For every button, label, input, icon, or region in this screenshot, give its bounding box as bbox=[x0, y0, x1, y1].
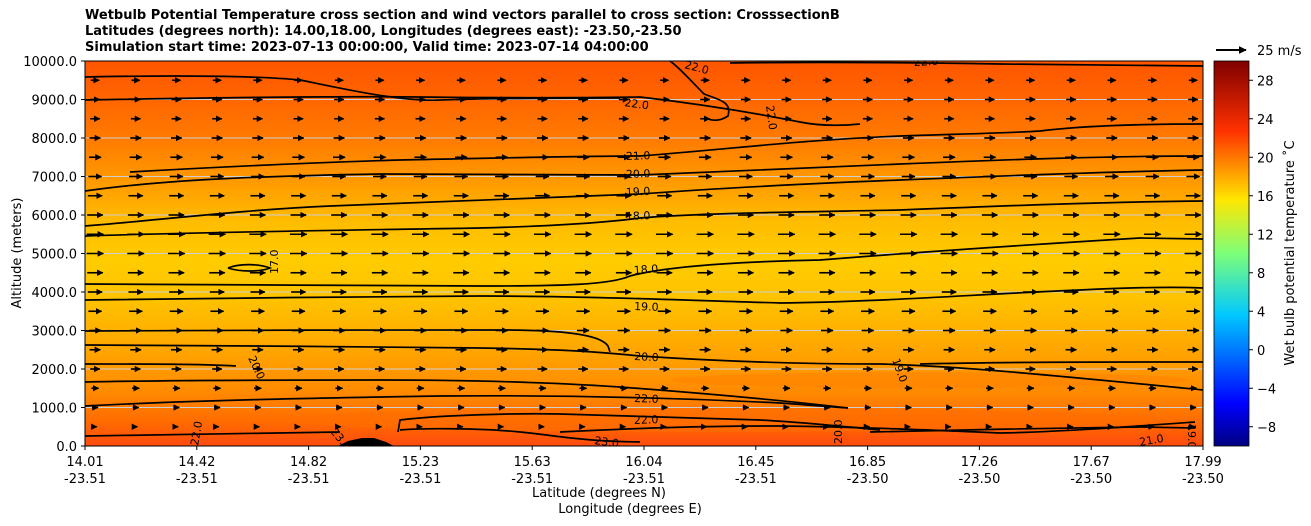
contour-line bbox=[729, 61, 1203, 67]
x-tick-label-lat: 14.82 bbox=[290, 455, 327, 470]
contour-lines bbox=[85, 61, 1203, 443]
contour-line bbox=[559, 421, 1196, 434]
y-axis: 0.0 1000.0 2000.0 3000.0 4000.0 5000.0 6000.0 7… bbox=[23, 55, 85, 455]
x-tick-label-lat: 14.01 bbox=[66, 455, 103, 470]
contour-label: 21.0 bbox=[1138, 432, 1164, 449]
y-tick-label: 9000.0 bbox=[32, 94, 78, 109]
colorbar bbox=[1213, 60, 1250, 447]
x-tick-label-lon: -23.50 bbox=[958, 472, 1000, 487]
x-tick-label-lon: -23.51 bbox=[64, 472, 106, 487]
chart-title-line-2: Latitudes (degrees north): 14.00,18.00, … bbox=[85, 24, 682, 39]
x-tick-label-lat: 15.63 bbox=[514, 455, 551, 470]
contour-line bbox=[85, 431, 341, 437]
x-axis-title-latitude: Latitude (degrees N) bbox=[532, 486, 666, 501]
y-tick-label: 6000.0 bbox=[32, 209, 78, 224]
x-tick-label-lat: 16.85 bbox=[849, 455, 886, 470]
contour-label: 20.0 bbox=[832, 420, 845, 445]
x-tick-label-lat: 16.04 bbox=[625, 455, 662, 470]
wind-vectors bbox=[86, 77, 1203, 430]
chart-title-line-3: Simulation start time: 2023-07-13 00:00:… bbox=[85, 40, 649, 55]
colorbar-tick-label: 0 bbox=[1257, 344, 1265, 359]
colorbar-tick-label: 8 bbox=[1257, 267, 1265, 282]
contour-label: 21.0 bbox=[626, 149, 651, 163]
contour-line bbox=[85, 155, 1203, 192]
x-tick-label-lat: 17.99 bbox=[1184, 455, 1221, 470]
terrain-mask bbox=[338, 438, 394, 446]
contour-label: 20.0 bbox=[634, 350, 659, 364]
contour-label: 22.0 bbox=[624, 96, 650, 112]
y-tick-label: 8000.0 bbox=[32, 132, 78, 147]
x-tick-label-lat: 15.23 bbox=[402, 455, 439, 470]
contour-line bbox=[85, 344, 1203, 391]
y-tick-label: 5000.0 bbox=[32, 248, 78, 263]
contour-line bbox=[399, 427, 641, 443]
contour-line bbox=[85, 200, 1203, 237]
contour-line bbox=[227, 263, 273, 272]
colorbar-tick-label: 4 bbox=[1257, 305, 1265, 320]
contour-line bbox=[85, 394, 849, 409]
contour-label: 23.0 bbox=[594, 434, 620, 450]
x-tick-label-lat: 16.45 bbox=[737, 455, 774, 470]
colorbar-label: Wet bulb potential temperature ˚C bbox=[1282, 140, 1298, 365]
contour-line bbox=[919, 361, 1203, 365]
y-tick-label: 1000.0 bbox=[32, 402, 78, 417]
colorbar-tick-label: 20 bbox=[1257, 151, 1274, 166]
x-tick-label-lon: -23.51 bbox=[176, 472, 218, 487]
y-tick-label: 7000.0 bbox=[32, 171, 78, 186]
contour-label: 22.0 bbox=[634, 413, 659, 427]
x-tick-label-lon: -23.50 bbox=[1070, 472, 1112, 487]
contour-line bbox=[85, 75, 621, 102]
colorbar-tick-label: −8 bbox=[1257, 421, 1276, 436]
contour-label: 17.0 bbox=[268, 250, 281, 275]
x-tick-label-lon: -23.51 bbox=[399, 472, 441, 487]
contour-line bbox=[85, 329, 611, 353]
x-tick-label-lon: -23.51 bbox=[623, 472, 665, 487]
colorbar-tick-label: −4 bbox=[1257, 382, 1276, 397]
x-tick-label-lat: 17.67 bbox=[1073, 455, 1110, 470]
x-axis-title-longitude: Longitude (degrees E) bbox=[558, 502, 702, 517]
y-tick-label: 10000.0 bbox=[23, 55, 77, 70]
contour-label: 18.0 bbox=[626, 209, 651, 223]
colorbar-tick-label: 16 bbox=[1257, 190, 1274, 205]
contour-line bbox=[669, 61, 730, 122]
contour-label: 22.0 bbox=[188, 420, 205, 446]
x-tick-label-lon: -23.50 bbox=[847, 472, 889, 487]
contour-label: 18.0 bbox=[633, 262, 658, 277]
contour-line bbox=[85, 363, 237, 367]
colorbar-tick-label: 24 bbox=[1257, 113, 1274, 128]
contour-label: 20.0 bbox=[626, 167, 651, 181]
contour-line bbox=[869, 426, 1196, 433]
contour-label: 19.0 bbox=[625, 185, 650, 199]
x-axis: 14.01 -23.51 14.42 -23.51 14.82 -23.51 15.23 -2… bbox=[64, 446, 1224, 487]
contour-label: 22.0 bbox=[913, 55, 938, 69]
contour-label: 22.0 bbox=[634, 392, 659, 406]
x-tick-label-lon: -23.51 bbox=[511, 472, 553, 487]
x-tick-label-lon: -23.51 bbox=[735, 472, 777, 487]
y-axis-title: Altitude (meters) bbox=[10, 198, 25, 309]
x-tick-label-lon: -23.50 bbox=[1182, 472, 1224, 487]
colorbar-tick-label: 28 bbox=[1257, 74, 1274, 89]
colorbar-ticks: −8 −4 0 4 8 12 16 20 24 28 bbox=[1249, 74, 1276, 436]
x-tick-label-lat: 14.42 bbox=[178, 455, 215, 470]
x-tick-label-lon: -23.51 bbox=[288, 472, 330, 487]
contour-label: 19.0 bbox=[634, 300, 659, 314]
quiver-key-label: 25 m/s bbox=[1257, 44, 1302, 59]
contour-line bbox=[85, 286, 1203, 304]
contour-line bbox=[85, 169, 1203, 227]
contour-line bbox=[397, 412, 881, 433]
contour-line bbox=[85, 237, 1203, 287]
y-tick-label: 2000.0 bbox=[32, 363, 78, 378]
chart-title-line-1: Wetbulb Potential Temperature cross sect… bbox=[85, 8, 840, 23]
contour-labels: 17.0 18.0 18.0 19.0 19.0 19.0 19.0 20.0 … bbox=[188, 55, 1198, 450]
x-tick-label-lat: 17.26 bbox=[961, 455, 998, 470]
y-tick-label: 3000.0 bbox=[32, 325, 78, 340]
y-tick-label: 0.0 bbox=[56, 440, 77, 455]
contour-line bbox=[85, 379, 849, 409]
y-tick-label: 4000.0 bbox=[32, 286, 78, 301]
colorbar-tick-label: 12 bbox=[1257, 228, 1274, 243]
contour-label: 22.0 bbox=[763, 105, 779, 131]
contour-line bbox=[129, 123, 1203, 173]
contour-label: 19.0 bbox=[1185, 424, 1198, 449]
